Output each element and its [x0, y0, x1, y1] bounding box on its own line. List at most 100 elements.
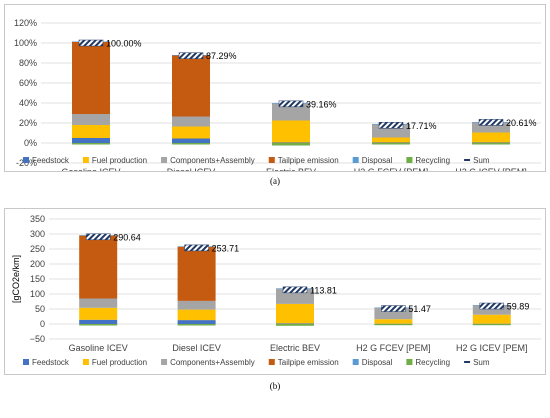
y-tick-label: 50 — [35, 304, 45, 314]
y-tick-label: 20% — [19, 118, 37, 128]
bar-fuel-production — [177, 309, 216, 321]
sum-label: 17.71% — [406, 121, 437, 131]
chart-panel-a: 120%100%80%60%40%20%0%-20%100.00%Gasolin… — [4, 4, 546, 172]
y-tick-label: 0 — [40, 319, 45, 329]
category-label: Gasoline ICEV — [69, 343, 128, 353]
category-label: Gasoline ICEV — [61, 167, 120, 171]
bar-feedstock — [472, 323, 511, 325]
legend-swatch — [352, 157, 359, 163]
bar-components-assembly — [472, 122, 510, 133]
bar-tailpipe-emission — [72, 42, 110, 114]
bar-components-assembly — [79, 298, 118, 308]
y-tick-label: 60% — [19, 78, 37, 88]
y-tick-label: −50 — [30, 334, 45, 344]
category-label: H2 G ICEV [PEM] — [455, 167, 527, 171]
sum-label: 87.29% — [206, 51, 237, 61]
y-tick-label: 150 — [30, 274, 45, 284]
bar-components-assembly — [172, 116, 210, 127]
y-tick-label: 120% — [14, 18, 37, 28]
bar-recycling — [472, 324, 511, 326]
legend-label-feedstock: Feedstock — [32, 358, 70, 367]
bar-recycling — [172, 143, 210, 145]
legend-label-components-assembly: Components+Assembly — [170, 156, 255, 165]
legend-swatch — [268, 359, 275, 365]
bar-components-assembly — [72, 114, 110, 125]
y-tick-label: 250 — [30, 244, 45, 254]
bar-recycling — [276, 324, 314, 326]
bar-feedstock — [72, 138, 110, 143]
bar-recycling — [72, 143, 110, 145]
category-label: Electric BEV — [266, 167, 316, 171]
y-tick-label: 80% — [19, 58, 37, 68]
bar-recycling — [472, 143, 510, 145]
sum-label: 100.00% — [106, 39, 142, 49]
legend-swatch — [406, 359, 413, 365]
bar-feedstock — [374, 323, 413, 325]
legend-swatch — [161, 157, 168, 163]
bar-feedstock — [372, 142, 410, 143]
bar-feedstock — [172, 138, 210, 143]
sum-marker — [184, 244, 209, 252]
bar-fuel-production — [472, 314, 511, 324]
category-label: Electric BEV — [270, 343, 320, 353]
bar-fuel-production — [472, 132, 510, 143]
legend-label-recycling: Recycling — [415, 156, 450, 165]
sum-marker — [282, 286, 308, 294]
sum-marker — [378, 122, 404, 129]
legend-label-components-assembly: Components+Assembly — [170, 358, 255, 367]
bar-recycling — [177, 324, 216, 326]
bar-fuel-production — [172, 126, 210, 139]
caption-a: (a) — [270, 176, 280, 186]
chart-b: 350 300 250 200 150 100 50 0 −50 [gCO2e/km] 290.64… — [11, 214, 541, 367]
legend-label-sum: Sum — [473, 358, 490, 367]
legend-swatch — [23, 359, 29, 365]
bar-feedstock — [272, 142, 310, 143]
legend-label-fuel-production: Fuel production — [92, 358, 147, 367]
legend-label-feedstock: Feedstock — [32, 156, 70, 165]
bar-components-assembly — [177, 300, 216, 310]
sum-label: 51.47 — [408, 304, 431, 314]
legend-label-disposal: Disposal — [362, 156, 393, 165]
sum-label: 113.81 — [310, 285, 337, 295]
sum-marker — [479, 302, 505, 310]
bar-fuel-production — [374, 319, 413, 324]
sum-label: 253.71 — [212, 243, 240, 253]
legend-swatch — [406, 157, 413, 163]
category-label: H2 G FCEV [PEM] — [356, 343, 431, 353]
legend-label-tailpipe-emission: Tailpipe emission — [278, 358, 339, 367]
bar-fuel-production — [372, 137, 410, 143]
sum-marker — [78, 39, 104, 47]
y-tick-label: 100 — [30, 289, 45, 299]
bar-tailpipe-emission — [177, 246, 216, 301]
bar-recycling — [79, 324, 118, 326]
legend-swatch — [23, 157, 29, 163]
bar-components-assembly — [374, 307, 413, 320]
legend-label-fuel-production: Fuel production — [92, 156, 147, 165]
sum-label: 290.64 — [113, 232, 141, 242]
bar-feedstock — [472, 142, 510, 143]
legend-swatch — [82, 359, 89, 365]
category-label: H2 G FCEV [PEM] — [354, 167, 429, 171]
y-tick-label: 200 — [30, 259, 45, 269]
bar-components-assembly — [272, 103, 310, 121]
sum-label: 59.89 — [507, 302, 530, 312]
y-tick-label: 350 — [30, 214, 45, 224]
category-label: H2 G ICEV [PEM] — [456, 343, 528, 353]
bar-tailpipe-emission — [172, 55, 210, 117]
bar-tailpipe-emission — [79, 235, 118, 299]
sum-marker — [381, 305, 406, 312]
bar-components-assembly — [472, 305, 511, 315]
legend-swatch — [161, 359, 168, 365]
legend-label-recycling: Recycling — [415, 358, 450, 367]
legend-label-tailpipe-emission: Tailpipe emission — [278, 156, 339, 165]
bar-fuel-production — [79, 307, 118, 320]
category-label: Diesel ICEV — [172, 343, 221, 353]
y-tick-label: 100% — [14, 38, 37, 48]
bar-recycling — [272, 143, 310, 146]
bar-feedstock — [79, 319, 118, 324]
y-tick-label: 300 — [30, 229, 45, 239]
sum-marker — [178, 52, 204, 59]
y-axis-label: [gCO2e/km] — [11, 255, 21, 303]
legend-swatch — [268, 157, 275, 163]
chart-a: 120%100%80%60%40%20%0%-20%100.00%Gasolin… — [14, 18, 541, 171]
